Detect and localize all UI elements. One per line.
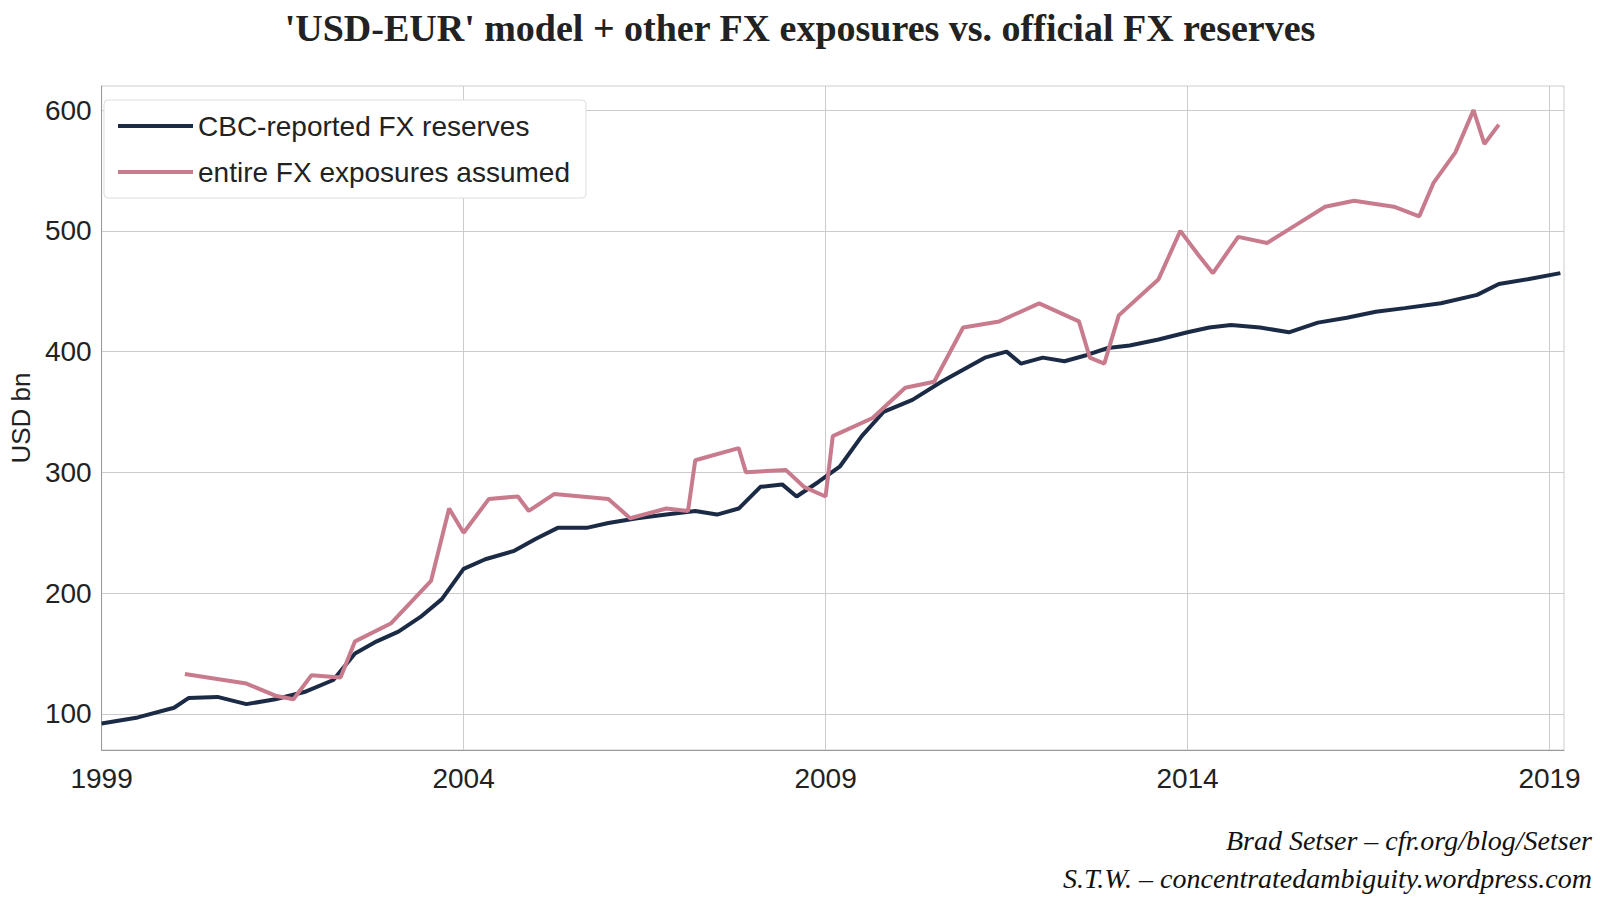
svg-text:2009: 2009	[794, 763, 856, 794]
svg-text:S.T.W. – concentratedambiguity: S.T.W. – concentratedambiguity.wordpress…	[1063, 863, 1592, 894]
svg-text:Brad Setser – cfr.org/blog/Set: Brad Setser – cfr.org/blog/Setser	[1226, 825, 1592, 856]
svg-text:'USD-EUR' model + other FX exp: 'USD-EUR' model + other FX exposures vs.…	[285, 7, 1316, 49]
svg-text:200: 200	[45, 578, 92, 609]
svg-text:2004: 2004	[432, 763, 494, 794]
svg-text:entire FX exposures assumed: entire FX exposures assumed	[198, 157, 570, 188]
svg-text:USD bn: USD bn	[6, 372, 36, 463]
svg-text:300: 300	[45, 457, 92, 488]
svg-text:400: 400	[45, 336, 92, 367]
svg-text:2014: 2014	[1156, 763, 1218, 794]
svg-text:100: 100	[45, 698, 92, 729]
svg-text:500: 500	[45, 215, 92, 246]
svg-text:CBC-reported FX reserves: CBC-reported FX reserves	[198, 111, 529, 142]
svg-text:600: 600	[45, 95, 92, 126]
svg-text:2019: 2019	[1518, 763, 1580, 794]
svg-text:1999: 1999	[70, 763, 132, 794]
